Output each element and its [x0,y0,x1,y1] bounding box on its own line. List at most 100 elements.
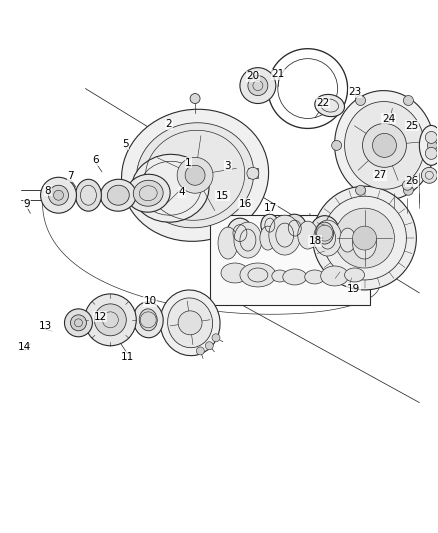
Circle shape [356,95,366,106]
Ellipse shape [234,222,262,258]
Text: 15: 15 [216,191,229,201]
Ellipse shape [419,125,438,165]
Text: 8: 8 [45,185,51,196]
Circle shape [353,226,377,250]
Circle shape [372,133,396,157]
Ellipse shape [218,227,238,259]
Circle shape [427,140,437,150]
Ellipse shape [133,180,163,206]
Circle shape [85,294,136,346]
Ellipse shape [261,214,279,236]
Ellipse shape [221,263,249,283]
Ellipse shape [315,94,345,117]
Circle shape [403,180,413,190]
Text: 14: 14 [18,342,32,352]
Ellipse shape [320,227,336,249]
Ellipse shape [260,226,276,250]
Text: 21: 21 [271,69,285,79]
Circle shape [332,140,342,150]
Ellipse shape [75,179,101,211]
FancyBboxPatch shape [210,215,370,305]
Circle shape [190,94,200,103]
Ellipse shape [272,270,288,282]
Ellipse shape [121,109,268,241]
Ellipse shape [353,227,377,259]
Ellipse shape [335,91,434,200]
Ellipse shape [283,214,307,242]
Ellipse shape [240,229,256,251]
Text: 4: 4 [179,187,185,197]
Text: 20: 20 [247,71,260,82]
Text: 11: 11 [121,352,134,362]
Ellipse shape [269,215,301,255]
Text: 13: 13 [39,321,52,331]
Text: 25: 25 [405,120,419,131]
Ellipse shape [131,155,209,222]
Circle shape [335,208,395,268]
Ellipse shape [276,223,294,247]
Circle shape [95,304,126,336]
Text: 3: 3 [224,160,231,171]
Ellipse shape [305,270,325,284]
Circle shape [71,315,86,331]
Ellipse shape [339,228,356,252]
Circle shape [178,311,202,335]
Ellipse shape [310,216,339,251]
Ellipse shape [321,266,349,286]
Text: 10: 10 [144,296,156,306]
Text: 2: 2 [166,119,172,129]
Ellipse shape [100,179,136,211]
Circle shape [403,95,413,106]
Ellipse shape [168,298,212,348]
Text: 9: 9 [24,199,30,209]
Ellipse shape [240,263,276,287]
Circle shape [41,177,77,213]
Circle shape [177,157,213,193]
Circle shape [212,334,220,342]
Text: 23: 23 [349,87,362,97]
Ellipse shape [298,221,318,249]
Circle shape [64,309,92,337]
Text: 5: 5 [122,139,128,149]
Circle shape [363,124,406,167]
Text: 26: 26 [405,176,419,187]
Ellipse shape [139,309,157,331]
Ellipse shape [345,268,364,282]
Ellipse shape [137,123,254,228]
Circle shape [240,68,276,103]
Circle shape [205,342,213,350]
Ellipse shape [160,290,220,356]
Circle shape [425,148,437,159]
Text: 1: 1 [185,158,192,168]
Ellipse shape [314,220,342,256]
Text: 19: 19 [347,284,360,294]
Text: 12: 12 [94,312,107,322]
Ellipse shape [316,222,334,244]
Circle shape [425,132,437,143]
Circle shape [53,190,64,200]
Circle shape [313,186,417,290]
Circle shape [185,165,205,185]
Text: 24: 24 [382,114,395,124]
Ellipse shape [107,185,129,205]
Circle shape [356,185,366,195]
Text: 16: 16 [239,199,252,209]
Ellipse shape [133,302,163,338]
Text: 18: 18 [308,236,321,246]
Circle shape [403,185,413,195]
Ellipse shape [345,102,424,189]
Text: 6: 6 [92,155,99,165]
Circle shape [248,76,268,95]
Circle shape [196,347,204,355]
Ellipse shape [248,268,268,282]
Text: 27: 27 [373,170,386,180]
Ellipse shape [227,218,253,248]
Text: 17: 17 [264,203,277,213]
Text: 22: 22 [316,98,329,108]
Circle shape [421,167,437,183]
Text: 7: 7 [67,171,74,181]
Ellipse shape [283,269,307,285]
Circle shape [49,185,68,205]
Circle shape [247,167,259,179]
Ellipse shape [126,174,170,212]
